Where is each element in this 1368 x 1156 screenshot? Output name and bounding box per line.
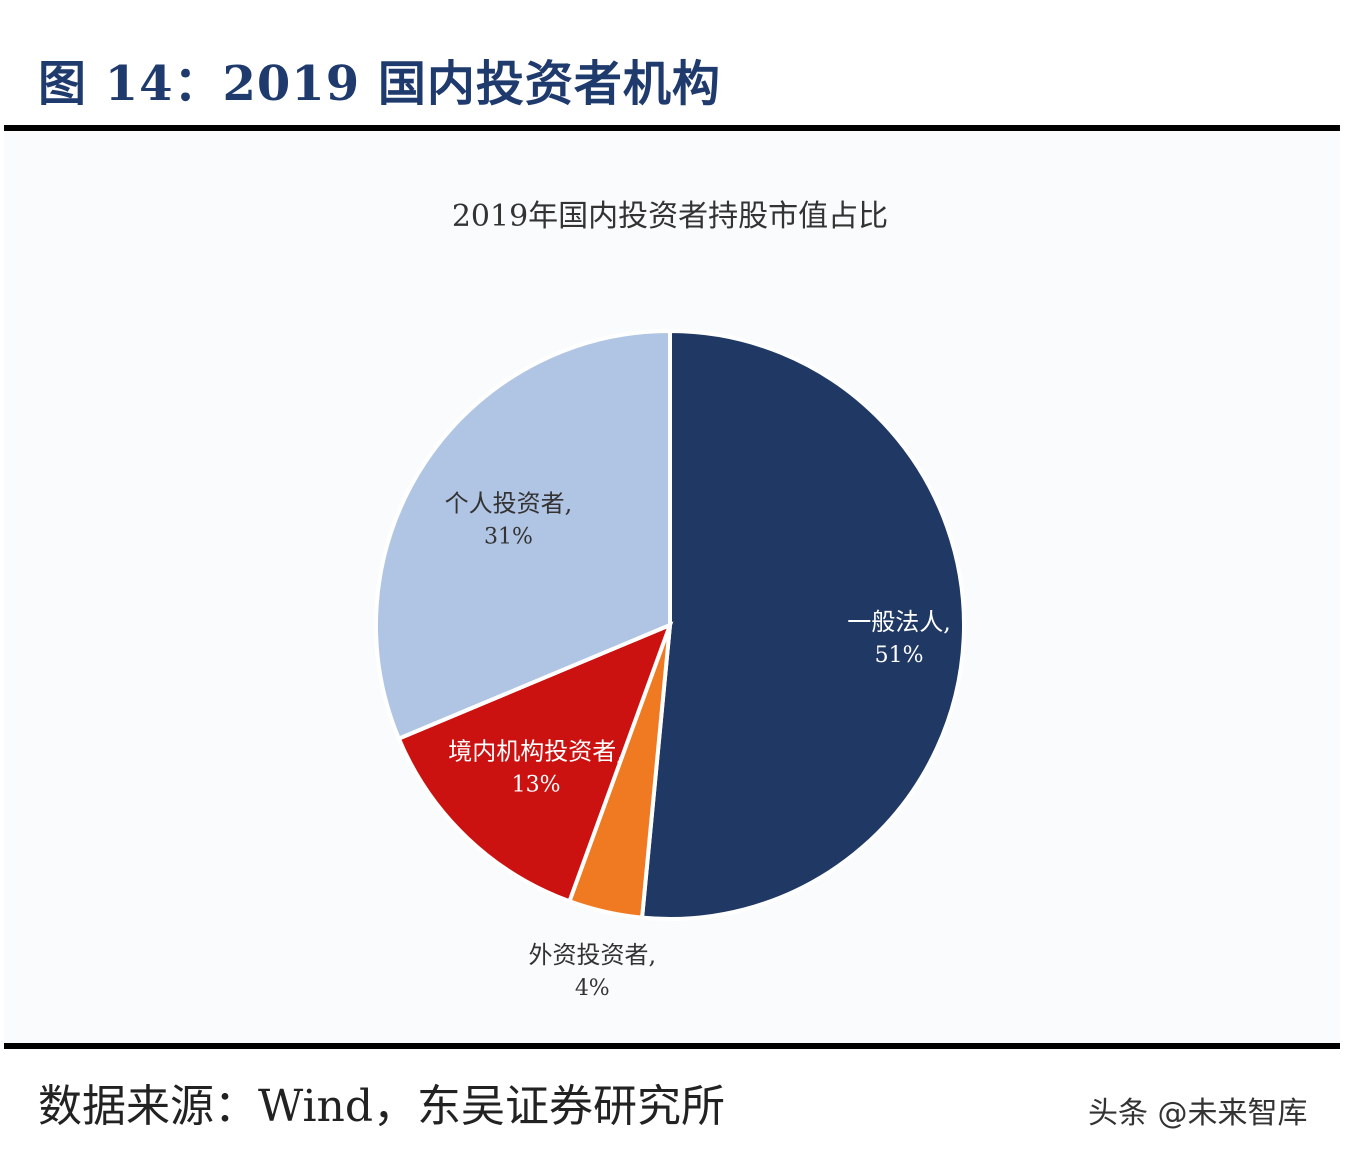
slice-label-domestic-institution: 境内机构投资者, — [448, 737, 624, 765]
pie-labels: 一般法人, 51% 外资投资者, 4% 境内机构投资者, 13% 个人投资者, 31% — [445, 490, 951, 1002]
source-note: 数据来源：Wind，东吴证券研究所 — [38, 1081, 726, 1132]
chart-panel: 2019年国内投资者持股市值占比 一般法人, 51% 外资投资者, 4% 境内机构投资者… — [4, 131, 1340, 1043]
pie-slice-general-legal-person — [639, 328, 966, 921]
slice-label-individual-investor: 个人投资者, — [445, 490, 573, 518]
top-rule — [4, 125, 1340, 131]
slice-value-foreign-investor: 4% — [575, 976, 610, 1001]
slice-value-individual-investor: 31% — [484, 525, 533, 550]
pie-slice-domestic-institution — [396, 621, 674, 904]
pie-slice-individual-investor — [374, 328, 672, 742]
slice-value-domestic-institution: 13% — [512, 772, 561, 797]
chart-title: 2019年国内投资者持股市值占比 — [452, 199, 888, 234]
watermark: 头条 @未来智库 — [1088, 1096, 1308, 1131]
pie-chart: 2019年国内投资者持股市值占比 一般法人, 51% 外资投资者, 4% 境内机构投资者… — [374, 199, 966, 1002]
pie-slices — [374, 328, 966, 921]
slice-label-general-legal-person: 一般法人, — [847, 608, 951, 636]
slice-value-general-legal-person: 51% — [875, 643, 924, 668]
figure-title: 图 14：2019 国内投资者机构 — [38, 56, 721, 112]
slice-label-foreign-investor: 外资投资者, — [528, 941, 656, 969]
bottom-rule — [4, 1043, 1340, 1049]
